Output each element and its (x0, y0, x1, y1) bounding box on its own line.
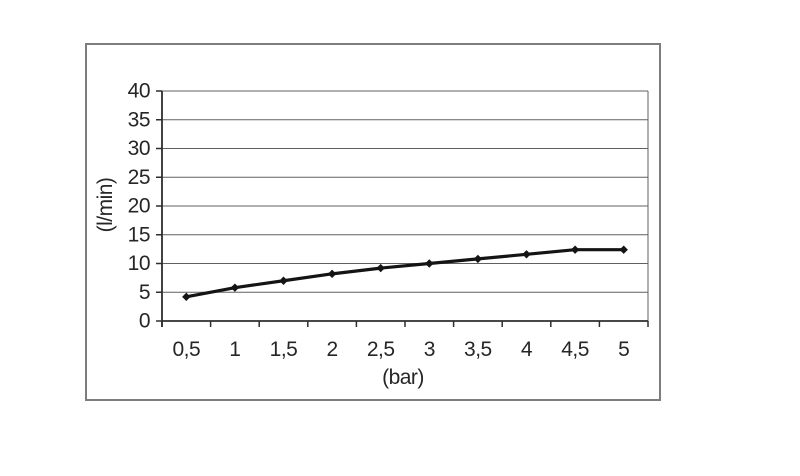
y-tick-label: 5 (139, 281, 150, 304)
y-tick-label: 0 (139, 310, 150, 333)
data-point-marker (279, 276, 288, 285)
data-point-marker (230, 283, 240, 292)
x-tick-label: 2 (327, 338, 338, 361)
y-axis-title: (l/min) (94, 177, 117, 233)
y-tick-label: 40 (128, 80, 150, 103)
data-point-marker (425, 259, 434, 268)
x-axis-title: (bar) (382, 366, 424, 389)
data-point-marker (522, 250, 531, 259)
x-tick-label: 0,5 (172, 338, 200, 361)
series-line (184, 248, 626, 299)
y-tick-label: 10 (128, 252, 150, 275)
y-tick-label: 25 (128, 166, 150, 189)
data-point-marker (619, 245, 628, 254)
x-tick-label: 5 (618, 338, 629, 361)
y-tick-label: 20 (128, 195, 150, 218)
chart-frame: 0 5 10 15 20 25 30 35 40 0,5 1 1,5 2 2,5 3 3,5 4 4,5 5 (l/… (85, 43, 661, 401)
y-tick-label: 15 (128, 223, 150, 246)
y-tick-label: 30 (128, 137, 150, 160)
x-tick-label: 4 (521, 338, 533, 361)
x-tick-label: 2,5 (367, 338, 395, 361)
data-point-marker (182, 292, 191, 302)
x-tick-label: 1,5 (270, 338, 298, 361)
y-tick-label: 35 (128, 108, 150, 131)
x-tick-label: 3 (424, 338, 435, 361)
data-point-marker (570, 245, 580, 254)
flow-rate-chart: 0 5 10 15 20 25 30 35 40 0,5 1 1,5 2 2,5 3 3,5 4 4,5 5 (128, 80, 649, 361)
x-tick-label: 4,5 (561, 338, 589, 361)
data-point-marker (327, 269, 337, 279)
data-point-marker (376, 263, 385, 273)
data-point-marker (473, 254, 483, 264)
x-tick-label: 3,5 (464, 338, 492, 361)
x-tick-label: 1 (229, 338, 240, 361)
